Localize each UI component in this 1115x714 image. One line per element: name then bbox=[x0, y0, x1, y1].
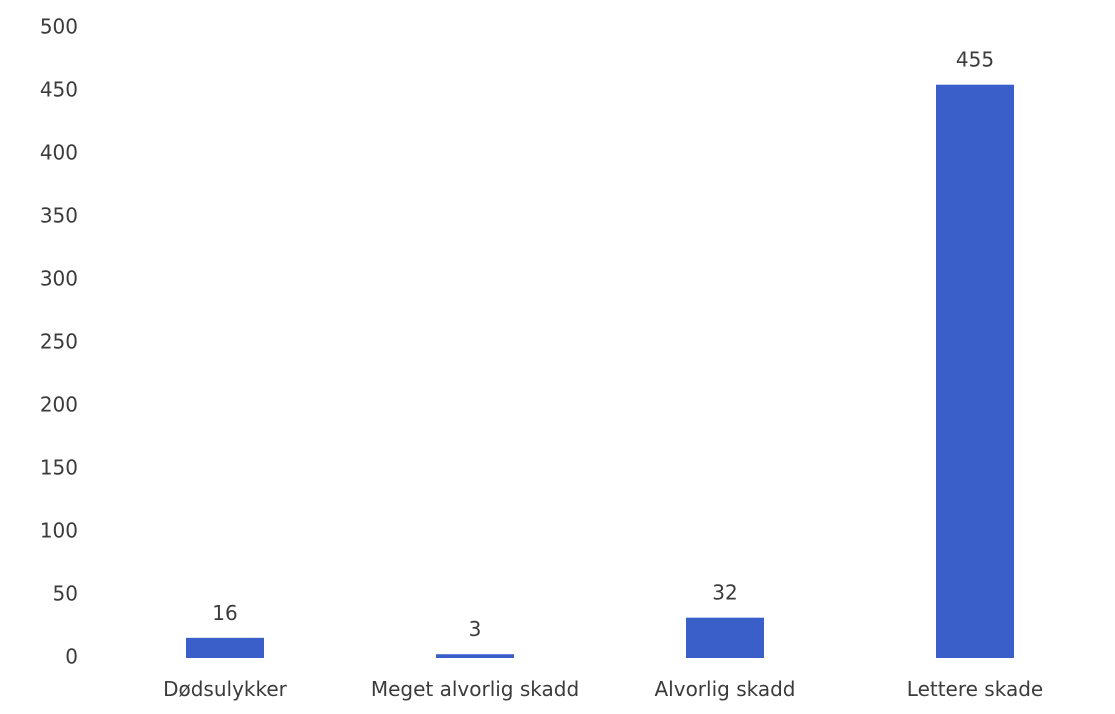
category-label: Lettere skade bbox=[907, 677, 1043, 701]
y-tick-label: 250 bbox=[40, 330, 78, 354]
y-axis: 0 50 100 150 200 250 300 350 400 450 500 bbox=[40, 15, 78, 669]
y-tick-label: 500 bbox=[40, 15, 78, 39]
bar bbox=[686, 618, 764, 658]
data-label-group: 16 3 32 455 bbox=[212, 48, 994, 642]
data-label: 455 bbox=[956, 48, 994, 72]
bar-group bbox=[186, 85, 1014, 658]
y-tick-label: 300 bbox=[40, 267, 78, 291]
bar bbox=[186, 638, 264, 658]
category-label: Dødsulykker bbox=[163, 677, 288, 701]
y-tick-label: 100 bbox=[40, 519, 78, 543]
y-tick-label: 0 bbox=[65, 645, 78, 669]
bar bbox=[936, 85, 1014, 658]
data-label: 32 bbox=[712, 581, 737, 605]
category-label: Meget alvorlig skadd bbox=[371, 677, 579, 701]
bar bbox=[436, 654, 514, 658]
x-axis: Dødsulykker Meget alvorlig skadd Alvorlig … bbox=[163, 677, 1043, 701]
y-tick-label: 350 bbox=[40, 204, 78, 228]
y-tick-label: 200 bbox=[40, 393, 78, 417]
y-tick-label: 150 bbox=[40, 456, 78, 480]
y-tick-label: 50 bbox=[53, 582, 78, 606]
y-tick-label: 400 bbox=[40, 141, 78, 165]
data-label: 3 bbox=[469, 617, 482, 641]
y-tick-label: 450 bbox=[40, 78, 78, 102]
category-label: Alvorlig skadd bbox=[655, 677, 796, 701]
data-label: 16 bbox=[212, 601, 237, 625]
